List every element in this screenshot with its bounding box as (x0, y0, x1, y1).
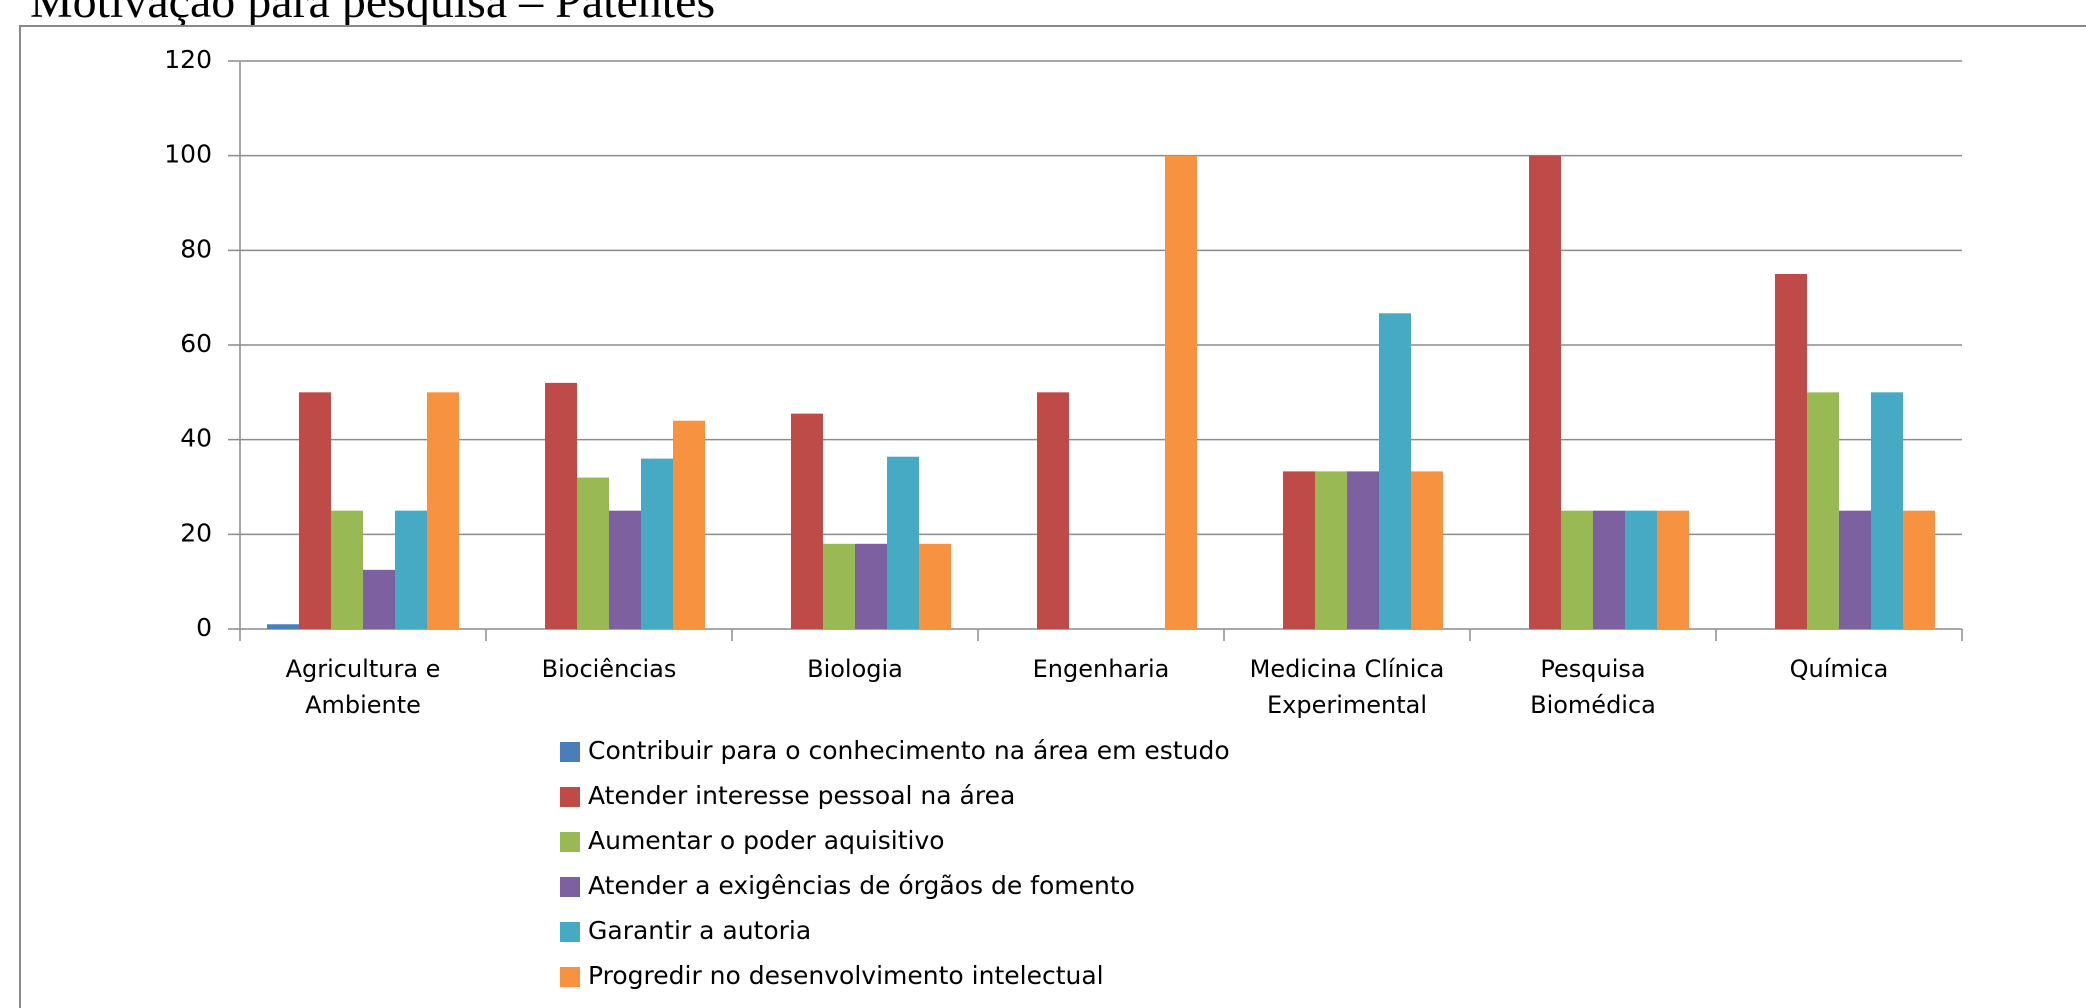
x-tick-label: Agricultura e Ambiente (285, 655, 441, 719)
bar (855, 543, 887, 629)
bar (395, 510, 427, 629)
legend-label: Aumentar o poder aquisitivo (588, 826, 945, 855)
x-tick-label: Engenharia (1032, 655, 1170, 683)
x-tick-label: Química (1789, 655, 1889, 683)
bar (641, 458, 673, 629)
legend-label: Contribuir para o conhecimento na área e… (588, 736, 1230, 765)
legend-swatch (560, 967, 580, 987)
bar (1529, 155, 1561, 629)
chart-frame (19, 25, 2086, 1008)
legend-label: Atender interesse pessoal na área (588, 781, 1015, 810)
bar (1347, 471, 1379, 629)
bar (1561, 510, 1593, 629)
legend-label: Garantir a autoria (588, 916, 811, 945)
bar (1625, 510, 1657, 629)
bar (299, 392, 331, 629)
legend-swatch (560, 922, 580, 942)
x-tick-label: Biologia (807, 655, 903, 683)
legend-swatch (560, 742, 580, 762)
chart-title: Motivação para pesquisa – Patentes (30, 0, 716, 28)
bar (609, 510, 641, 629)
y-tick-label: 20 (180, 518, 212, 547)
y-tick-label: 40 (180, 424, 212, 453)
legend-swatch (560, 877, 580, 897)
y-tick-label: 0 (196, 613, 212, 642)
x-tick-label: Medicina Clínica Experimental (1249, 655, 1445, 719)
legend-swatch (560, 832, 580, 852)
bar (1315, 471, 1347, 629)
bar (363, 569, 395, 629)
bar (1411, 471, 1443, 629)
bar (267, 624, 299, 629)
bar (1165, 155, 1197, 629)
legend-swatch (560, 787, 580, 807)
bar (427, 392, 459, 629)
bar (791, 413, 823, 629)
bar (1839, 510, 1871, 629)
bar (1775, 274, 1807, 629)
bar (673, 420, 705, 629)
bar (545, 382, 577, 629)
y-tick-label: 100 (164, 140, 212, 169)
bar (1871, 392, 1903, 629)
legend-label: Atender a exigências de órgãos de foment… (588, 871, 1135, 900)
bar (1593, 510, 1625, 629)
bar (1379, 313, 1411, 629)
y-tick-label: 60 (180, 329, 212, 358)
y-tick-label: 80 (180, 234, 212, 263)
bar (1037, 392, 1069, 629)
legend-label: Progredir no desenvolvimento intelectual (588, 961, 1104, 990)
x-tick-label: Biociências (541, 655, 677, 683)
bar (1657, 510, 1689, 629)
bar (331, 510, 363, 629)
bar (577, 477, 609, 629)
bar (919, 543, 951, 629)
x-tick-label: Pesquisa Biomédica (1530, 655, 1656, 719)
bar (1283, 471, 1315, 629)
bar (887, 456, 919, 629)
y-tick-label: 120 (164, 45, 212, 74)
bar (1807, 392, 1839, 629)
bar (1903, 510, 1935, 629)
bar (823, 543, 855, 629)
